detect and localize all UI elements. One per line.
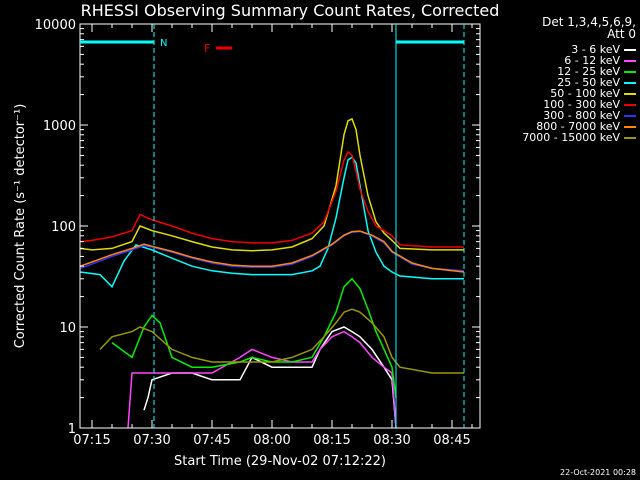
y-axis-label: Corrected Count Rate (s⁻¹ detector⁻¹): [13, 104, 28, 349]
series-line-7: [79, 230, 465, 273]
legend-swatch: [624, 114, 636, 117]
legend-swatch: [624, 92, 636, 95]
legend: 3 - 6 keV 6 - 12 keV 12 - 25 keV 25 - 50 ke…: [484, 44, 636, 143]
series-line-5: [79, 150, 464, 248]
legend-entry-label: 7000 - 15000 keV: [522, 131, 620, 144]
legend-entry-label: 3 - 6 keV: [571, 43, 620, 56]
legend-entry: 7000 - 15000 keV: [484, 132, 636, 143]
legend-entry: 300 - 800 keV: [484, 110, 636, 121]
x-tick-label: 08:00: [253, 433, 290, 448]
legend-swatch: [624, 103, 636, 106]
x-tick-label: 07:45: [193, 433, 230, 448]
legend-entry-label: 100 - 300 keV: [543, 98, 620, 111]
footer-timestamp: 22-Oct-2021 00:28: [560, 468, 636, 477]
legend-entry-label: 6 - 12 keV: [564, 54, 620, 67]
x-tick-label: 08:15: [313, 433, 350, 448]
legend-swatch: [624, 48, 636, 51]
chart-title: RHESSI Observing Summary Count Rates, Co…: [80, 1, 500, 20]
x-tick-label: 08:45: [433, 433, 470, 448]
legend-entry: 100 - 300 keV: [484, 99, 636, 110]
x-tick-label: 07:30: [133, 433, 170, 448]
legend-entry: 50 - 100 keV: [484, 88, 636, 99]
y-tick-label: 100: [51, 220, 76, 235]
night-marker-label: N: [160, 38, 167, 49]
series-line-3: [79, 156, 464, 289]
legend-entry-label: 25 - 50 keV: [557, 76, 620, 89]
legend-swatch: [624, 125, 636, 128]
series-line-8: [99, 308, 464, 374]
legend-header: Det 1,3,4,5,6,9, Att 0: [484, 16, 636, 40]
legend-entry-label: 50 - 100 keV: [550, 87, 620, 100]
legend-entry: 12 - 25 keV: [484, 66, 636, 77]
legend-entry-label: 800 - 7000 keV: [536, 120, 620, 133]
legend-swatch: [624, 136, 636, 139]
legend-header-line-2: Att 0: [607, 27, 636, 41]
series-line-2: [111, 277, 397, 398]
legend-entry-label: 300 - 800 keV: [543, 109, 620, 122]
legend-swatch: [624, 59, 636, 62]
series-line-1: [127, 330, 397, 429]
series-line-6: [79, 230, 465, 272]
x-tick-label: 08:30: [373, 433, 410, 448]
legend-header-line-1: Det 1,3,4,5,6,9,: [542, 15, 636, 29]
legend-swatch: [624, 70, 636, 73]
legend-swatch: [624, 81, 636, 84]
y-tick-label: 10000: [35, 18, 76, 33]
y-tick-label: 1000: [43, 119, 76, 134]
y-tick-label: 1: [68, 422, 76, 437]
x-tick-label: 07:15: [73, 433, 110, 448]
series-line-4: [79, 117, 464, 252]
legend-entry: 3 - 6 keV: [484, 44, 636, 55]
flare-marker-label: F: [204, 42, 210, 55]
legend-entry-label: 12 - 25 keV: [557, 65, 620, 78]
x-axis-label: Start Time (29-Nov-02 07:12:22): [174, 454, 386, 469]
legend-entry: 25 - 50 keV: [484, 77, 636, 88]
legend-entry: 800 - 7000 keV: [484, 121, 636, 132]
legend-entry: 6 - 12 keV: [484, 55, 636, 66]
y-tick-label: 10: [59, 321, 76, 336]
